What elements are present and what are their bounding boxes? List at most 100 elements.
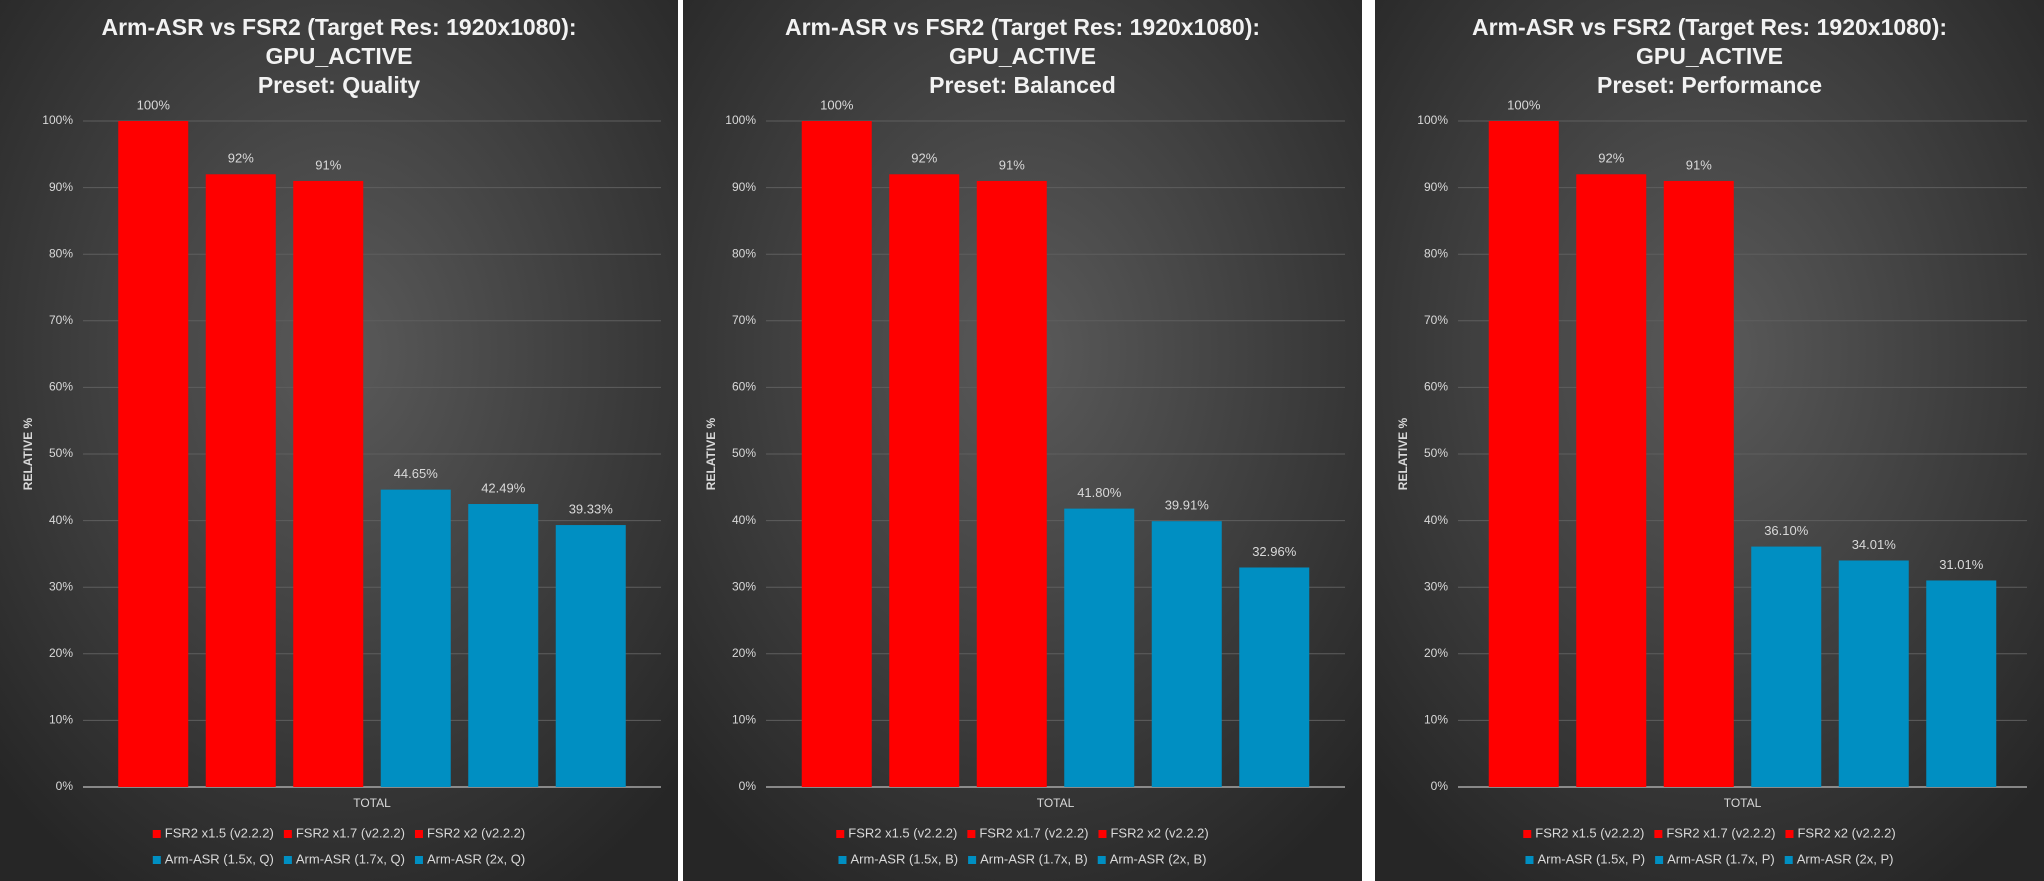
legend-swatch — [152, 830, 161, 838]
value-label: 100% — [820, 97, 854, 112]
bar — [1239, 567, 1310, 787]
value-label: 42.49% — [481, 480, 526, 495]
value-label: 91% — [1686, 157, 1712, 172]
legend-label: FSR2 x1.5 (v2.2.2) — [165, 825, 274, 840]
legend-swatch — [1654, 830, 1663, 838]
value-label: 39.33% — [569, 501, 614, 516]
chart-title: Arm-ASR vs FSR2 (Target Res: 1920x1080): — [785, 14, 1260, 40]
y-tick-label: 40% — [732, 513, 756, 527]
bar — [555, 525, 626, 787]
legend-label: FSR2 x2 (v2.2.2) — [1110, 825, 1208, 840]
legend-label: FSR2 x1.5 (v2.2.2) — [1535, 825, 1644, 840]
chart-title: Preset: Quality — [258, 72, 421, 98]
chart-title: GPU_ACTIVE — [949, 43, 1096, 69]
x-tick-label: TOTAL — [353, 796, 391, 810]
value-label: 92% — [228, 151, 254, 166]
y-tick-label: 80% — [49, 246, 73, 260]
y-axis-label: RELATIVE % — [21, 417, 35, 490]
y-tick-label: 20% — [49, 646, 73, 660]
y-tick-label: 70% — [732, 313, 756, 327]
chart-title: Arm-ASR vs FSR2 (Target Res: 1920x1080): — [1472, 14, 1947, 40]
bar — [1488, 121, 1559, 787]
y-axis-label: RELATIVE % — [1396, 417, 1410, 490]
chart-title: GPU_ACTIVE — [266, 43, 413, 69]
y-tick-label: 50% — [732, 446, 756, 460]
legend-swatch — [1523, 830, 1532, 838]
bar — [468, 504, 539, 787]
y-tick-label: 0% — [1431, 779, 1449, 793]
legend-swatch — [838, 856, 847, 864]
legend-label: FSR2 x1.5 (v2.2.2) — [848, 825, 957, 840]
value-label: 32.96% — [1252, 544, 1297, 559]
y-tick-label: 40% — [49, 513, 73, 527]
y-tick-label: 100% — [1417, 113, 1448, 127]
value-label: 92% — [1598, 151, 1624, 166]
bar — [293, 180, 364, 787]
legend-label: Arm-ASR (1.5x, B) — [850, 851, 958, 866]
chart-panel: Arm-ASR vs FSR2 (Target Res: 1920x1080):… — [0, 0, 678, 881]
bar — [976, 180, 1047, 787]
value-label: 100% — [137, 97, 171, 112]
x-tick-label: TOTAL — [1037, 796, 1075, 810]
bar — [118, 121, 189, 787]
y-tick-label: 20% — [1424, 646, 1448, 660]
value-label: 44.65% — [394, 466, 439, 481]
value-label: 91% — [999, 157, 1025, 172]
bar — [1151, 521, 1222, 787]
y-tick-label: 30% — [732, 579, 756, 593]
y-tick-label: 50% — [1424, 446, 1448, 460]
legend-swatch — [1655, 856, 1664, 864]
legend-swatch — [1097, 856, 1106, 864]
y-tick-label: 80% — [1424, 246, 1448, 260]
bar — [1576, 174, 1647, 787]
value-label: 34.01% — [1852, 537, 1897, 552]
bar — [1838, 560, 1909, 787]
y-tick-label: 100% — [42, 113, 73, 127]
y-tick-label: 90% — [1424, 180, 1448, 194]
y-tick-label: 0% — [56, 779, 74, 793]
bar — [1663, 180, 1734, 787]
chart-title: Arm-ASR vs FSR2 (Target Res: 1920x1080): — [101, 14, 576, 40]
y-tick-label: 70% — [1424, 313, 1448, 327]
y-tick-label: 10% — [49, 713, 73, 727]
legend-label: Arm-ASR (2x, B) — [1110, 851, 1207, 866]
y-tick-label: 50% — [49, 446, 73, 460]
bar — [1926, 580, 1997, 787]
x-tick-label: TOTAL — [1724, 796, 1762, 810]
y-tick-label: 30% — [49, 579, 73, 593]
legend-swatch — [414, 856, 423, 864]
y-axis-label: RELATIVE % — [704, 417, 718, 490]
legend-label: FSR2 x2 (v2.2.2) — [427, 825, 525, 840]
legend-label: FSR2 x1.7 (v2.2.2) — [979, 825, 1088, 840]
y-tick-label: 60% — [732, 380, 756, 394]
legend-swatch — [1784, 856, 1793, 864]
value-label: 92% — [911, 151, 937, 166]
chart-title: Preset: Performance — [1597, 72, 1822, 98]
legend-swatch — [968, 856, 977, 864]
y-tick-label: 0% — [739, 779, 757, 793]
y-tick-label: 70% — [49, 313, 73, 327]
legend-label: FSR2 x1.7 (v2.2.2) — [1666, 825, 1775, 840]
y-tick-label: 40% — [1424, 513, 1448, 527]
y-tick-label: 90% — [49, 180, 73, 194]
y-tick-label: 60% — [1424, 380, 1448, 394]
legend-label: Arm-ASR (1.5x, Q) — [165, 851, 274, 866]
y-tick-label: 90% — [732, 180, 756, 194]
value-label: 100% — [1507, 97, 1541, 112]
legend-label: Arm-ASR (2x, P) — [1797, 851, 1894, 866]
value-label: 91% — [315, 157, 341, 172]
legend-label: FSR2 x2 (v2.2.2) — [1797, 825, 1895, 840]
bar — [380, 489, 451, 787]
legend-label: Arm-ASR (1.7x, Q) — [296, 851, 405, 866]
legend-swatch — [967, 830, 976, 838]
bar — [1751, 546, 1822, 787]
legend-swatch — [152, 856, 161, 864]
chart-title: GPU_ACTIVE — [1636, 43, 1783, 69]
legend-swatch — [836, 830, 845, 838]
legend-label: Arm-ASR (1.7x, B) — [980, 851, 1088, 866]
value-label: 31.01% — [1939, 557, 1984, 572]
value-label: 41.80% — [1077, 485, 1122, 500]
legend-swatch — [283, 856, 292, 864]
bar — [1064, 508, 1135, 787]
